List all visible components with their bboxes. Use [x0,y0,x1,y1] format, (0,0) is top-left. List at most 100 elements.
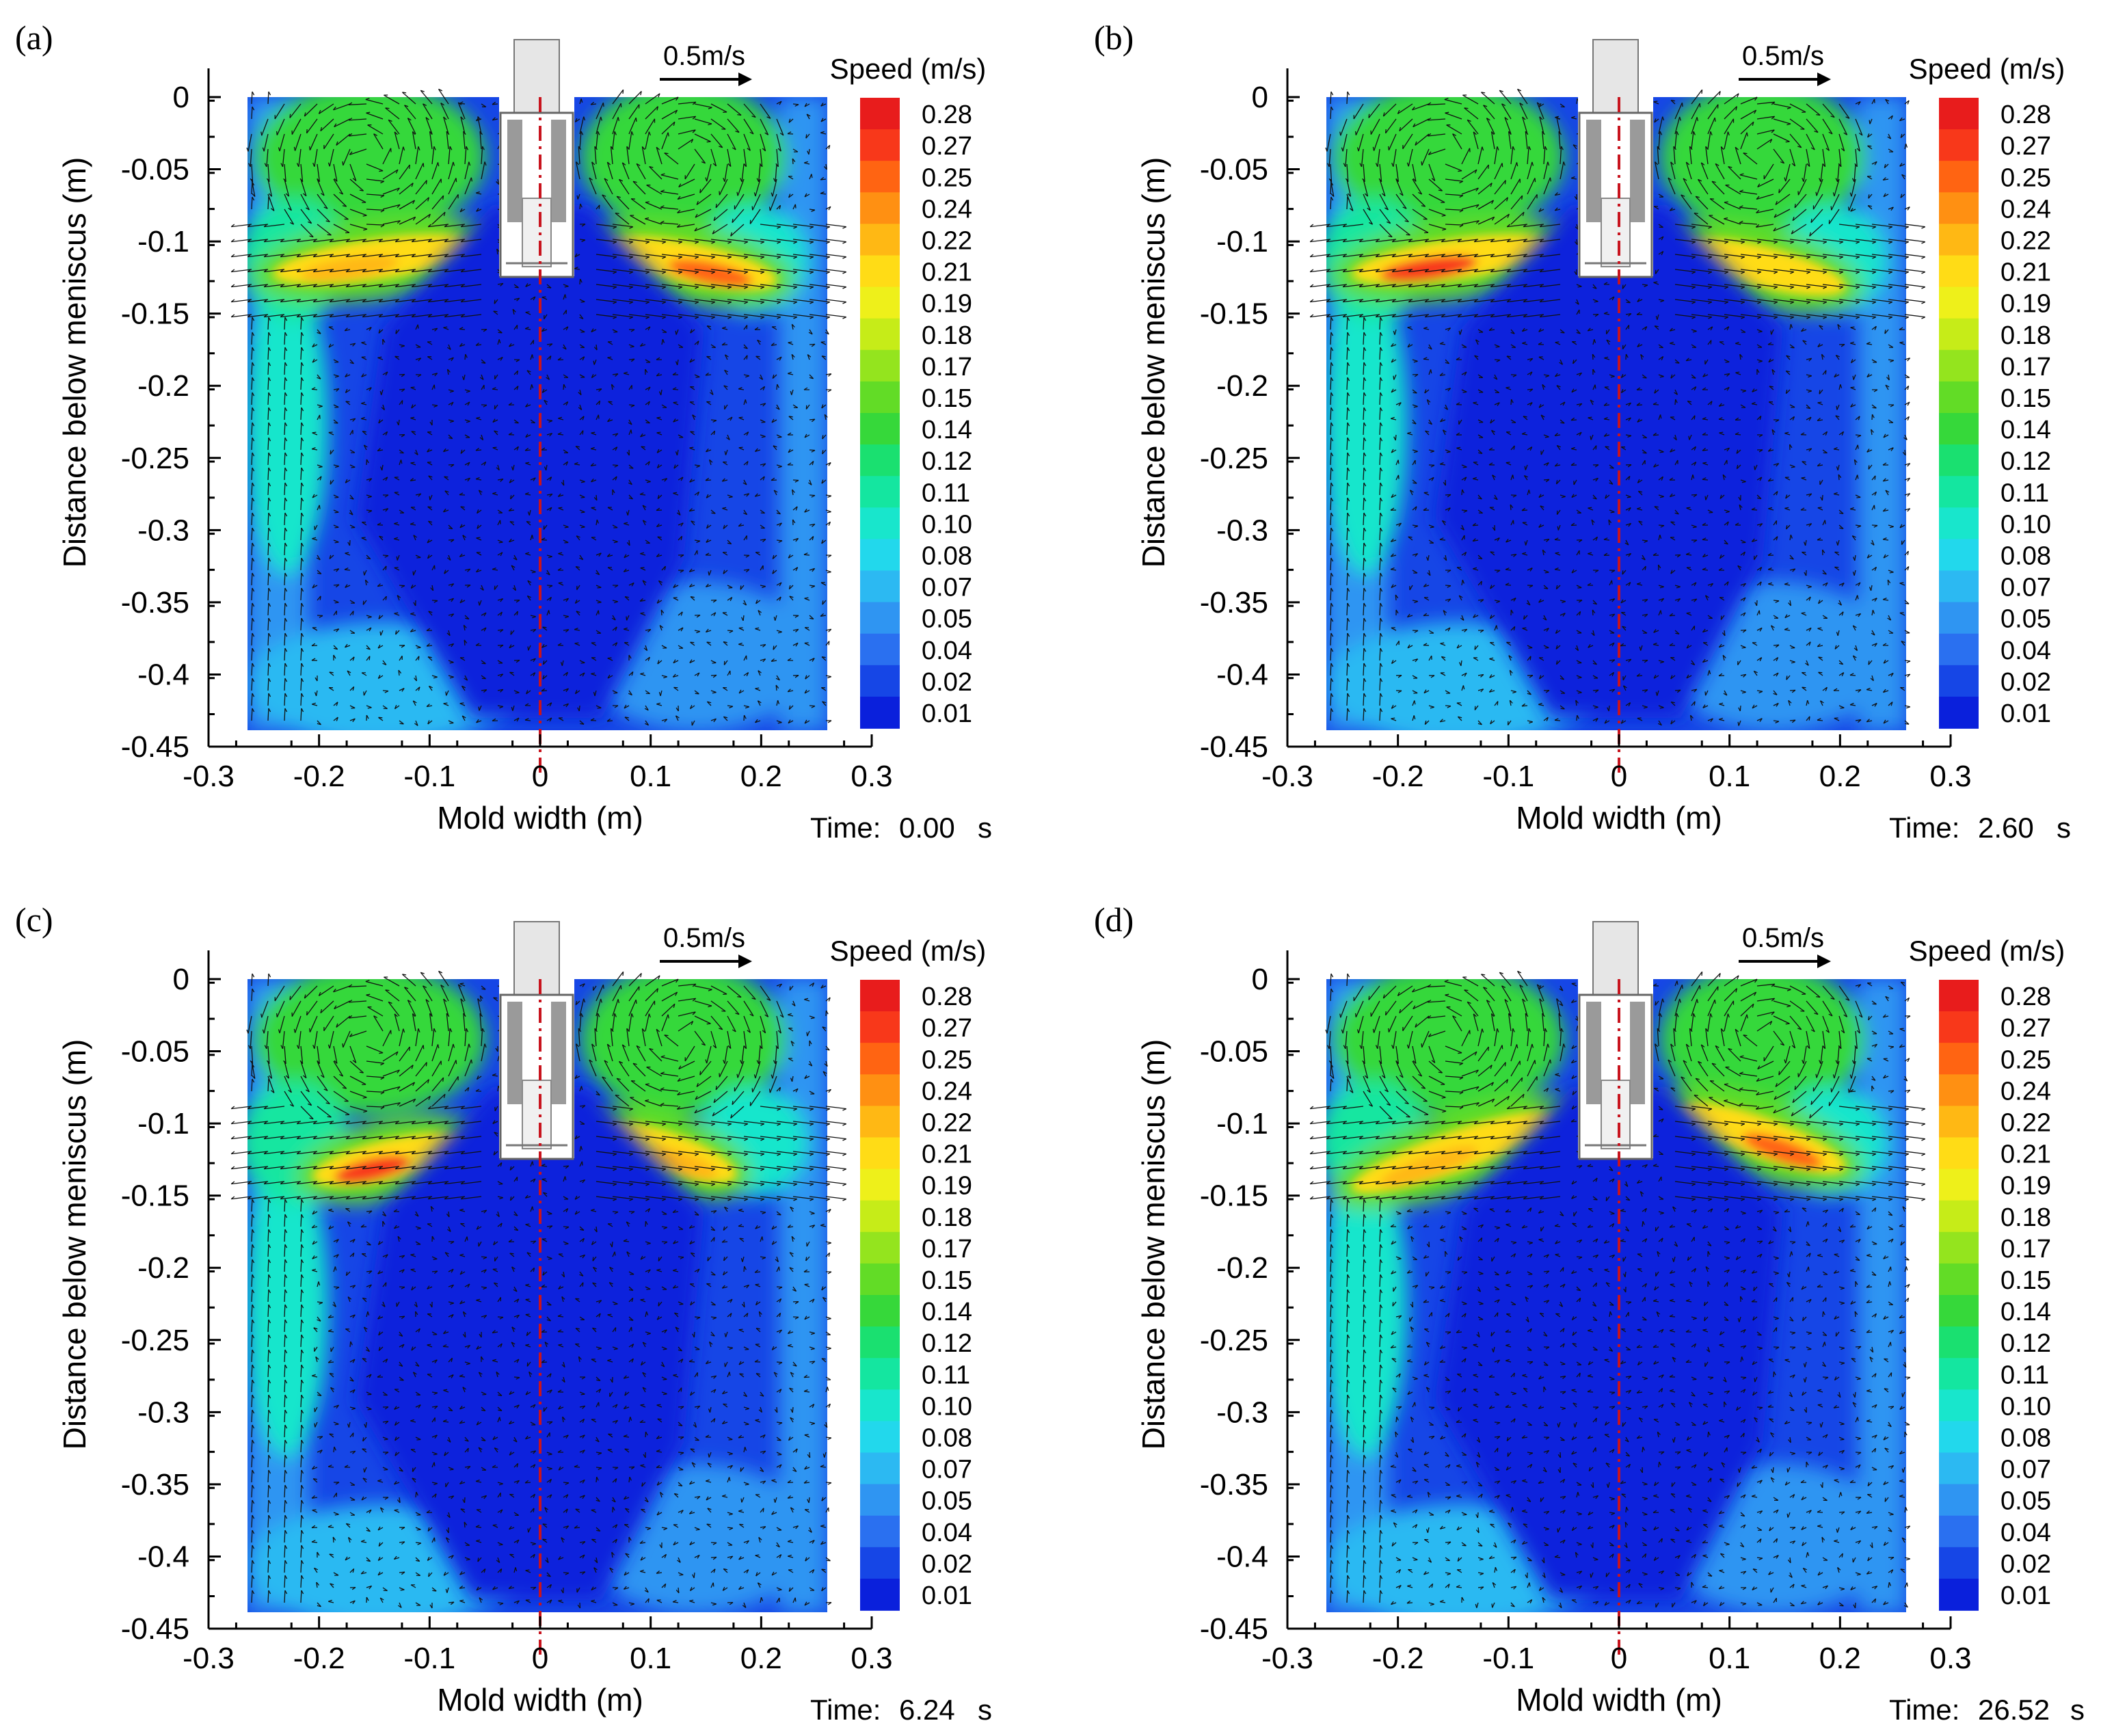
colorbar-label: 0.01 [922,699,972,728]
vector-arrow [492,446,498,451]
vector-arrow [710,103,727,113]
vector-arrow [626,509,630,516]
vector-arrow [658,690,663,696]
vector-arrow [606,718,613,722]
colorbar-swatch [1939,318,1979,351]
vector-arrow [612,131,617,150]
vector-arrow [579,239,586,242]
vector-arrow [284,347,288,360]
axes [207,68,873,748]
vector-arrow [656,523,663,528]
vector-arrow [444,570,449,574]
vector-arrow [743,555,750,558]
vector-arrow [579,524,585,529]
vector-arrow [727,630,734,633]
vector-arrow [628,582,634,587]
vector-arrow [530,570,536,574]
vector-arrow [247,284,269,288]
vector-arrow [410,462,416,466]
vector-arrow [678,314,699,319]
vector-arrow [579,131,584,150]
vector-arrow [497,329,503,334]
vector-arrow [333,654,336,661]
vector-arrow [694,299,716,304]
vector-arrow [475,643,482,646]
vector-arrow [378,269,400,273]
vector-arrow [743,671,749,677]
vector-arrow [278,133,285,152]
colorbar-swatch [1939,224,1979,256]
vector-arrow [427,506,433,511]
vector-arrow [792,254,814,259]
vector-arrow [362,284,384,288]
vector-arrow [546,433,553,437]
colorbar-title: Speed (m/s) [830,935,987,967]
vector-arrow [821,479,827,484]
vector-arrow [561,479,565,486]
vector-arrow [657,536,663,541]
colorbar-label: 0.02 [2000,668,2051,697]
vector-arrow [595,630,602,634]
vector-arrow [723,660,728,665]
vector-arrow [497,644,504,648]
vector-arrow [524,447,531,451]
vector-arrow [349,429,353,436]
colorbar-label: 0.11 [2000,479,2049,507]
vector-arrow [284,512,288,526]
vector-arrow [284,572,288,586]
colorbar-label: 0.24 [2000,195,2051,224]
vector-arrow [476,509,482,514]
vector-arrow [382,148,392,165]
colorbar-label: 0.12 [922,1329,972,1358]
vector-arrow [772,374,777,379]
vector-arrow [690,431,695,436]
vector-arrow [776,582,782,587]
vector-arrow [558,552,564,556]
vector-arrow [394,239,416,243]
y-tick-label: -0.15 [121,1179,189,1213]
vector-arrow [660,173,679,180]
reference-vector-label: 0.5m/s [1742,41,1824,71]
vector-arrow [492,387,498,390]
vector-arrow [578,404,583,411]
vector-arrow [464,146,469,165]
vector-arrow [333,702,338,706]
colorbar-label: 0.27 [922,132,972,161]
vector-arrow [460,314,482,318]
vector-arrow [530,296,536,301]
vector-arrow [382,596,387,601]
colorbar-swatch [860,192,900,225]
vector-arrow [642,580,647,586]
vector-arrow [459,657,466,661]
vector-arrow [525,403,531,408]
vector-arrow [773,490,778,496]
vector-arrow [314,524,318,531]
vector-arrow [673,418,679,423]
vector-arrow [579,430,584,436]
vector-arrow [673,492,679,496]
vector-arrow [820,131,827,135]
vector-arrow [724,449,728,455]
time-unit: s [2057,812,2071,844]
vector-arrow [576,585,580,591]
vector-arrow [776,630,782,634]
vector-arrow [613,705,619,708]
vector-arrow [481,689,487,693]
colorbar-swatch [860,1295,900,1327]
vector-arrow [349,705,356,709]
vector-arrow [825,641,830,646]
colorbar-swatch [860,413,900,445]
vector-arrow [775,675,780,681]
y-tick-label: 0 [173,81,189,114]
vector-arrow [825,269,847,274]
vector-arrow [563,629,570,633]
vector-arrow [618,178,630,195]
vector-arrow [267,332,271,345]
vector-arrow [481,161,487,180]
vector-arrow [251,377,255,390]
chart-panel-a: -0.3 -0.2 -0.1 0 0.1 0.2 0.30-0.05-0.1-0.15-0.… [15,18,992,844]
vector-arrow [317,374,321,379]
vector-arrow [694,224,712,232]
vector-arrow [494,374,498,380]
vector-arrow [643,645,648,652]
